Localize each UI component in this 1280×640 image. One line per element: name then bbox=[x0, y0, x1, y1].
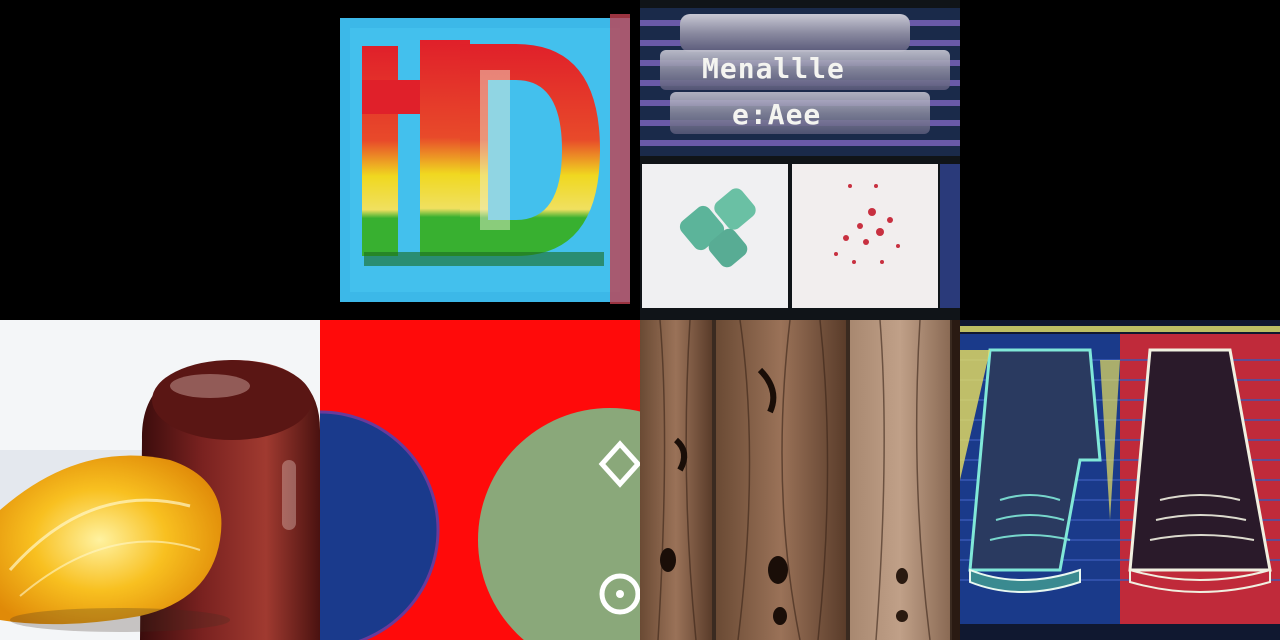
tile-neon-cones bbox=[960, 320, 1280, 640]
panel-right bbox=[792, 164, 938, 308]
plank-2 bbox=[716, 320, 846, 640]
plank-1 bbox=[640, 320, 712, 640]
jar-lid bbox=[152, 360, 312, 440]
knot-1 bbox=[660, 548, 676, 572]
wood-graphic bbox=[640, 320, 960, 640]
circles-graphic bbox=[320, 320, 640, 640]
red-dots bbox=[834, 184, 900, 264]
tile-black-right bbox=[960, 0, 1280, 320]
tile-red-circles bbox=[320, 320, 640, 640]
tile-metallic-banner: Menallle e:Aee bbox=[640, 0, 960, 320]
letter-d bbox=[460, 44, 600, 256]
tile-black-left bbox=[0, 0, 320, 320]
neon-graphic bbox=[960, 320, 1280, 640]
green-disk bbox=[478, 408, 640, 640]
green-cells bbox=[679, 188, 756, 268]
banner-line-2: e:Aee bbox=[732, 98, 821, 131]
plank-3 bbox=[850, 320, 950, 640]
letter-h-left bbox=[362, 46, 398, 256]
tile-orange-jar bbox=[0, 320, 320, 640]
banner-line-1: Menallle bbox=[702, 52, 845, 85]
tile-wood-planks bbox=[640, 320, 960, 640]
diamond-symbol bbox=[598, 440, 640, 488]
orange-slice bbox=[0, 455, 222, 625]
circle-symbol bbox=[599, 573, 640, 615]
hd-logo-graphic bbox=[340, 14, 630, 304]
banner-graphic: Menallle e:Aee bbox=[640, 8, 960, 308]
knot-2 bbox=[768, 556, 788, 584]
tile-hd-logo bbox=[320, 0, 640, 320]
orange-jar-graphic bbox=[0, 320, 320, 640]
blue-disk bbox=[320, 412, 438, 640]
